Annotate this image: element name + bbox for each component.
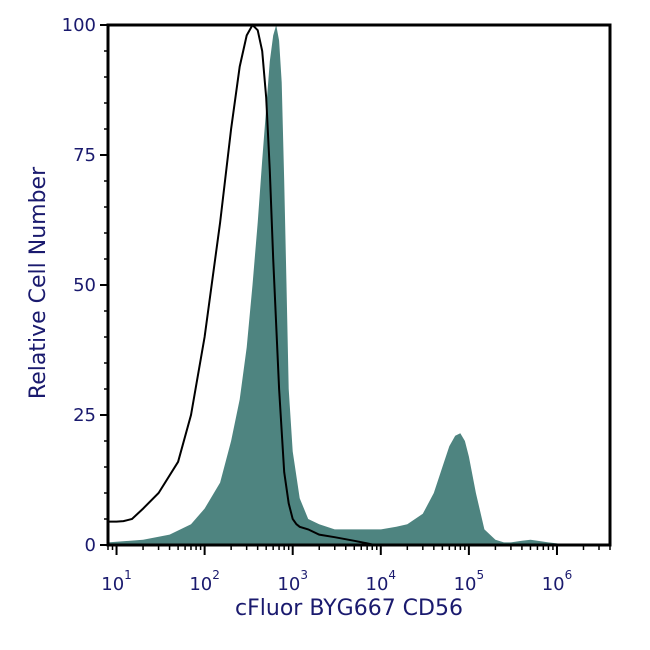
x-tick-label: 102 bbox=[189, 568, 220, 595]
plot-frame bbox=[106, 23, 612, 547]
series-control-line bbox=[108, 23, 381, 546]
x-tick-label: 101 bbox=[101, 568, 132, 595]
series-stained-area bbox=[108, 25, 610, 545]
y-tick-label: 0 bbox=[85, 535, 96, 556]
axes bbox=[100, 23, 612, 555]
x-axis-title: cFluor BYG667 CD56 bbox=[235, 596, 463, 621]
plot-area bbox=[108, 23, 610, 546]
y-tick-label: 75 bbox=[73, 145, 96, 166]
y-tick-label: 25 bbox=[73, 405, 96, 426]
x-tick-label: 105 bbox=[454, 568, 485, 595]
axis-labels: 0 25 50 75 100 101 102 103 104 105 106 cFluor BYG66… bbox=[26, 15, 572, 621]
y-tick-label: 100 bbox=[62, 15, 96, 36]
y-axis-title: Relative Cell Number bbox=[26, 166, 51, 399]
x-tick-label: 104 bbox=[366, 568, 397, 595]
x-tick-label: 103 bbox=[277, 568, 308, 595]
y-tick-label: 50 bbox=[73, 275, 96, 296]
x-tick-label: 106 bbox=[542, 568, 573, 595]
